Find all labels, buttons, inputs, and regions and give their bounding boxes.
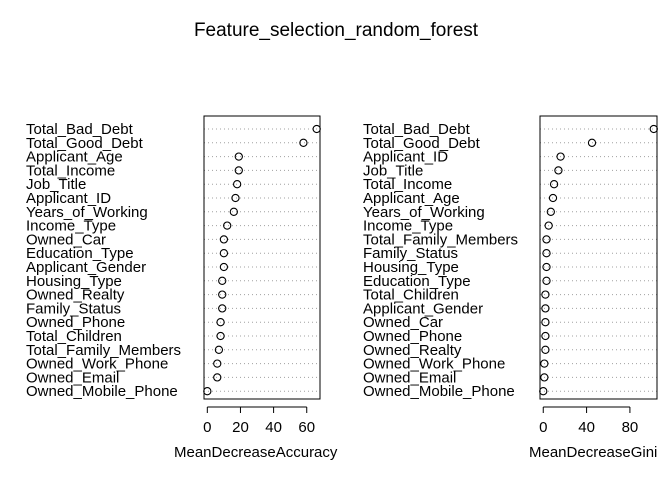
accuracy-row-label: Applicant_Age bbox=[26, 149, 123, 166]
gini-row-label: Applicant_Gender bbox=[363, 300, 483, 317]
accuracy-point bbox=[213, 373, 222, 382]
gini-row-label: Education_Type bbox=[363, 273, 471, 290]
accuracy-x-tick-label: 20 bbox=[232, 419, 249, 436]
gini-point bbox=[556, 152, 565, 161]
accuracy-point bbox=[203, 387, 212, 396]
accuracy-point bbox=[229, 207, 238, 216]
gini-point bbox=[541, 331, 550, 341]
accuracy-point bbox=[216, 331, 225, 341]
accuracy-row-label: Total_Family_Members bbox=[26, 342, 181, 359]
accuracy-point bbox=[234, 152, 243, 161]
accuracy-row-label: Job_Title bbox=[26, 176, 86, 193]
accuracy-row-label: Years_of_Working bbox=[26, 204, 148, 221]
accuracy-point bbox=[234, 166, 243, 175]
accuracy-row-label: Owned_Email bbox=[26, 369, 119, 386]
accuracy-plot-frame bbox=[203, 115, 321, 400]
gini-row-label: Owned_Realty bbox=[363, 342, 462, 359]
gini-point bbox=[541, 345, 550, 354]
gini-row-label: Owned_Work_Phone bbox=[363, 356, 505, 373]
accuracy-point bbox=[219, 235, 229, 244]
gini-row-label: Housing_Type bbox=[363, 259, 459, 276]
accuracy-row-label: Owned_Mobile_Phone bbox=[26, 383, 178, 400]
accuracy-point bbox=[232, 180, 242, 189]
accuracy-row-label: Applicant_Gender bbox=[26, 259, 146, 276]
accuracy-row-label: Owned_Realty bbox=[26, 287, 125, 304]
accuracy-row-label: Applicant_ID bbox=[26, 190, 111, 207]
gini-row-label: Years_of_Working bbox=[363, 204, 485, 221]
gini-point bbox=[542, 262, 551, 272]
gini-point bbox=[542, 249, 551, 258]
accuracy-x-axis-title: MeanDecreaseAccuracy bbox=[174, 444, 338, 461]
gini-point bbox=[541, 304, 550, 313]
gini-x-tick-label: 0 bbox=[539, 419, 547, 436]
accuracy-point bbox=[218, 304, 227, 313]
gini-point bbox=[540, 373, 549, 382]
accuracy-point bbox=[299, 138, 308, 147]
gini-point bbox=[549, 180, 559, 189]
accuracy-x-tick-label: 0 bbox=[203, 419, 211, 436]
gini-row-label: Owned_Mobile_Phone bbox=[363, 383, 515, 400]
accuracy-row-label: Owned_Phone bbox=[26, 314, 125, 331]
gini-row-label: Applicant_ID bbox=[363, 149, 448, 166]
gini-row-label: Applicant_Age bbox=[363, 190, 460, 207]
accuracy-row-label: Family_Status bbox=[26, 300, 121, 317]
gini-row-label: Owned_Car bbox=[363, 314, 443, 331]
gini-row-label: Owned_Phone bbox=[363, 328, 462, 345]
gini-row-label: Total_Bad_Debt bbox=[363, 121, 471, 138]
gini-plot-frame bbox=[539, 115, 658, 400]
gini-row-label: Income_Type bbox=[363, 218, 453, 235]
accuracy-x-tick-label: 60 bbox=[298, 419, 315, 436]
gini-point bbox=[587, 138, 597, 147]
accuracy-row-label: Total_Good_Debt bbox=[26, 135, 144, 152]
gini-row-label: Owned_Email bbox=[363, 369, 456, 386]
gini-point bbox=[541, 290, 550, 299]
accuracy-x-tick-label: 40 bbox=[265, 419, 282, 436]
accuracy-point bbox=[219, 249, 229, 258]
gini-point bbox=[542, 235, 551, 244]
gini-row-label: Total_Good_Debt bbox=[363, 135, 481, 152]
accuracy-row-label: Owned_Car bbox=[26, 231, 106, 248]
gini-point bbox=[649, 124, 658, 134]
gini-point bbox=[539, 387, 548, 396]
gini-dotchart-panel: Total_Bad_DebtTotal_Good_DebtApplicant_I… bbox=[363, 115, 658, 461]
accuracy-point bbox=[218, 276, 227, 285]
gini-point bbox=[546, 207, 555, 216]
accuracy-point bbox=[312, 124, 321, 134]
chart-title: Feature_selection_random_forest bbox=[194, 20, 479, 41]
accuracy-point bbox=[213, 359, 222, 368]
accuracy-row-label: Total_Bad_Debt bbox=[26, 121, 134, 138]
gini-x-tick-label: 40 bbox=[578, 419, 595, 436]
gini-row-label: Job_Title bbox=[363, 162, 423, 179]
gini-point bbox=[541, 318, 550, 327]
accuracy-row-label: Total_Income bbox=[26, 162, 115, 179]
accuracy-row-label: Education_Type bbox=[26, 245, 134, 262]
gini-row-label: Total_Income bbox=[363, 176, 452, 193]
gini-row-label: Family_Status bbox=[363, 245, 458, 262]
accuracy-point bbox=[214, 345, 224, 354]
gini-point bbox=[540, 359, 549, 368]
accuracy-row-label: Income_Type bbox=[26, 218, 116, 235]
gini-x-tick-label: 80 bbox=[622, 419, 639, 436]
gini-point bbox=[544, 221, 553, 230]
gini-row-label: Total_Children bbox=[363, 287, 459, 304]
gini-x-axis-title: MeanDecreaseGini bbox=[529, 444, 657, 461]
accuracy-point bbox=[218, 290, 227, 299]
accuracy-point bbox=[216, 318, 225, 327]
gini-row-label: Total_Family_Members bbox=[363, 231, 518, 248]
accuracy-dotchart-panel: Total_Bad_DebtTotal_Good_DebtApplicant_A… bbox=[26, 115, 338, 461]
gini-point bbox=[542, 276, 551, 285]
accuracy-row-label: Owned_Work_Phone bbox=[26, 356, 168, 373]
gini-point bbox=[548, 193, 558, 203]
gini-point bbox=[554, 166, 563, 175]
accuracy-row-label: Total_Children bbox=[26, 328, 122, 345]
accuracy-point bbox=[231, 193, 240, 203]
accuracy-row-label: Housing_Type bbox=[26, 273, 122, 290]
accuracy-point bbox=[219, 262, 229, 272]
accuracy-point bbox=[223, 221, 232, 230]
